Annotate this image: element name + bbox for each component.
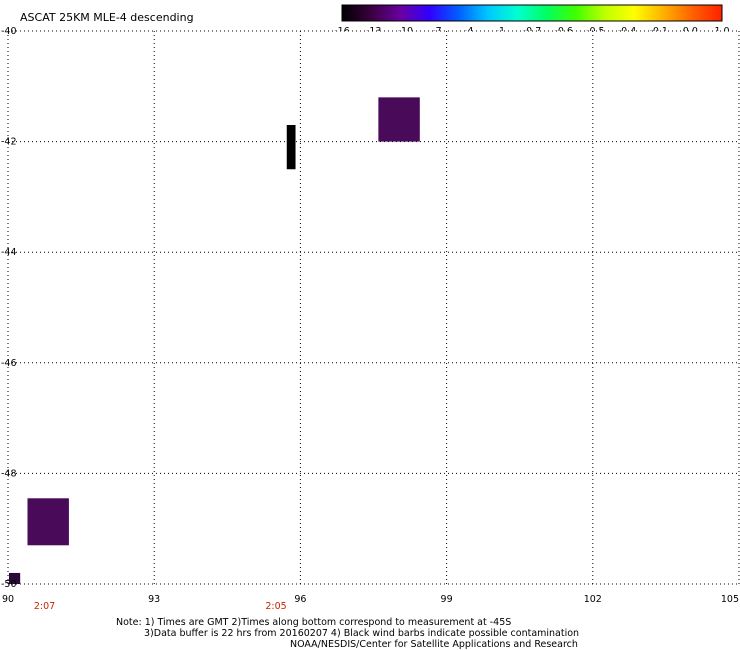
note-line-3: NOAA/NESDIS/Center for Satellite Applica… <box>290 639 578 650</box>
time-labels: 2:07 2:05 <box>34 601 287 612</box>
x-tick-label: 99 <box>441 594 453 605</box>
time-label: 2:05 <box>265 601 286 612</box>
patch-purple-top <box>378 97 420 142</box>
plot-frame <box>8 31 739 584</box>
data-patches <box>8 97 420 584</box>
y-tick-label: -42 <box>1 137 17 148</box>
y-tick-label: -46 <box>1 358 17 369</box>
x-tick-label: 96 <box>294 594 306 605</box>
patch-black-strip <box>286 125 296 170</box>
y-tick-labels: -40 -42 -44 -46 -48 -50 <box>1 26 17 590</box>
y-tick-label: -44 <box>1 247 17 258</box>
footer-notes: Note: 1) Times are GMT 2)Times along bot… <box>116 617 579 650</box>
note-line-1: Note: 1) Times are GMT 2)Times along bot… <box>116 617 511 628</box>
x-tick-label: 90 <box>2 594 14 605</box>
x-tick-labels: 90 93 96 99 102 105 <box>2 594 739 605</box>
x-tick-label: 102 <box>584 594 602 605</box>
x-tick-label: 93 <box>148 594 160 605</box>
time-label: 2:07 <box>34 601 55 612</box>
figure-title: ASCAT 25KM MLE-4 descending <box>20 11 194 24</box>
note-line-2: 3)Data buffer is 22 hrs from 20160207 4)… <box>144 628 579 639</box>
map-plot: -40-42-44-46-48-50 90 93 96 99 102 105 2:07 2:… <box>1 26 740 612</box>
y-tick-label: -50 <box>1 579 17 590</box>
y-tick-label: -48 <box>1 468 17 479</box>
patch-small-corner <box>8 572 21 584</box>
map-grid <box>7 30 740 585</box>
colorbar-gradient <box>341 4 723 22</box>
y-tick-label: -40 <box>1 26 17 37</box>
x-tick-label: 105 <box>721 594 739 605</box>
patch-purple-bottom <box>27 498 69 546</box>
